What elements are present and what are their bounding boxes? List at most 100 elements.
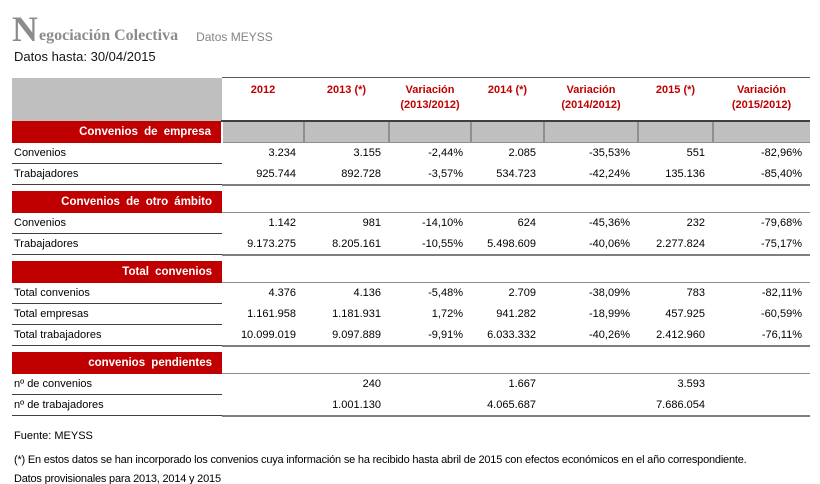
section-band-rest <box>222 260 810 283</box>
cell-value: 1.667 <box>508 378 536 391</box>
table-row: Trabajadores 9.173.275 8.205.161 -10,55%… <box>12 233 810 256</box>
cell-value: -82,11% <box>761 287 802 300</box>
cell-value <box>713 394 810 417</box>
cell-value: -14,10% <box>422 217 463 230</box>
table-row: Total empresas 1.161.958 1.181.931 1,72%… <box>12 303 810 325</box>
cell-value: 135.136 <box>638 163 713 186</box>
cell-value: 892.728 <box>304 163 389 186</box>
source-note: Fuente: MEYSS <box>14 429 93 442</box>
section-title: Convenios de empresa <box>12 120 222 143</box>
cell-value: -42,24% <box>544 163 638 186</box>
cell-value: 9.097.889 <box>304 324 389 347</box>
section-grey-cell <box>543 120 638 143</box>
column-label: Variación <box>566 84 616 96</box>
cell-value: -76,11% <box>713 324 810 347</box>
column-label: 2012 <box>250 84 276 96</box>
row-label: nº de convenios <box>12 373 222 395</box>
cell-value <box>544 374 638 395</box>
cell-value: 551 <box>686 147 705 160</box>
column-header-var-2015-2012: Variación (2015/2012) <box>713 77 810 122</box>
column-header-2012: 2012 <box>222 77 304 122</box>
section-grey-cell <box>637 120 713 143</box>
cell-value: 9.173.275 <box>222 233 304 256</box>
cell-value <box>544 394 638 417</box>
cell-value: -75,17% <box>713 233 810 256</box>
cell-value: -2,44% <box>428 147 463 160</box>
cell-value: -38,09% <box>589 287 630 300</box>
cell-value: -45,36% <box>589 217 630 230</box>
cell-value: 1.161.958 <box>247 308 296 320</box>
section-header-convenios-pendientes: convenios pendientes <box>12 351 810 374</box>
section-grey-cell <box>303 120 389 143</box>
footnote-asterisk: (*) En estos datos se han incorporado lo… <box>14 453 747 466</box>
cell-value: 534.723 <box>471 163 544 186</box>
column-label: Variación <box>737 84 786 96</box>
column-label: 2015 (*) <box>655 84 696 96</box>
column-header-2015: 2015 (*) <box>638 77 713 122</box>
section-grey-cell <box>388 120 471 143</box>
page: N egociación Colectiva Datos MEYSS Datos… <box>0 8 820 484</box>
cell-value: -60,59% <box>761 308 802 320</box>
cell-value <box>222 394 304 417</box>
section-grey-cell <box>712 120 810 143</box>
cell-value: 624 <box>517 217 536 230</box>
cell-value: -82,96% <box>761 147 802 160</box>
column-label: 2013 (*) <box>326 84 367 96</box>
cell-value <box>389 394 471 417</box>
column-header-var-2014-2012: Variación (2014/2012) <box>544 77 638 122</box>
table-header-row: 2012 2013 (*) Variación (2013/2012) 2014… <box>12 77 810 122</box>
cell-value: 1,72% <box>431 308 463 320</box>
cell-value: 925.744 <box>222 163 304 186</box>
section-grey-cell <box>470 120 544 143</box>
cell-value: 3.593 <box>677 378 705 391</box>
cell-value: -10,55% <box>389 233 471 256</box>
table-row: Total trabajadores 10.099.019 9.097.889 … <box>12 324 810 347</box>
date-note: Datos hasta: 30/04/2015 <box>14 49 156 64</box>
cell-value: 6.033.332 <box>471 324 544 347</box>
section-header-convenios-de-otro-ambito: Convenios de otro ámbito <box>12 190 810 213</box>
section-title: Total convenios <box>12 260 222 283</box>
cell-value: -35,53% <box>589 147 630 160</box>
table-row: Convenios 3.234 3.155 -2,44% 2.085 -35,5… <box>12 142 810 164</box>
cell-value: 981 <box>362 217 381 230</box>
section-title: convenios pendientes <box>12 351 222 374</box>
cell-value: -79,68% <box>761 217 802 230</box>
cell-value: 232 <box>686 217 705 230</box>
cell-value: -18,99% <box>589 308 630 320</box>
cell-value: 1.001.130 <box>304 394 389 417</box>
table-row: Trabajadores 925.744 892.728 -3,57% 534.… <box>12 163 810 186</box>
cell-value: 8.205.161 <box>304 233 389 256</box>
row-label: Trabajadores <box>12 233 222 255</box>
cell-value: 4.065.687 <box>471 394 544 417</box>
cell-value: 5.498.609 <box>471 233 544 256</box>
cell-value: -3,57% <box>389 163 471 186</box>
page-title: egociación Colectiva <box>39 27 179 44</box>
data-table: 2012 2013 (*) Variación (2013/2012) 2014… <box>12 77 810 417</box>
column-label: Variación <box>405 84 455 96</box>
cell-value: -9,91% <box>389 324 471 347</box>
row-label: Total trabajadores <box>12 324 222 346</box>
row-label: nº de trabajadores <box>12 394 222 416</box>
section-title: Convenios de otro ámbito <box>12 190 222 213</box>
cell-value: 7.686.054 <box>638 394 713 417</box>
column-sublabel: (2015/2012) <box>731 99 792 111</box>
cell-value: 240 <box>362 378 381 391</box>
cell-value: 2.412.960 <box>638 324 713 347</box>
row-label: Total empresas <box>12 303 222 325</box>
cell-value: 941.282 <box>496 308 536 320</box>
section-header-total-convenios: Total convenios <box>12 260 810 283</box>
cell-value: -85,40% <box>713 163 810 186</box>
cell-value <box>389 374 471 395</box>
cell-value <box>713 374 810 395</box>
cell-value: -40,26% <box>544 324 638 347</box>
cell-value: 2.709 <box>508 287 536 300</box>
row-label: Total convenios <box>12 282 222 304</box>
row-label: Convenios <box>12 212 222 234</box>
cell-value: 783 <box>686 287 705 300</box>
table-row: Convenios 1.142 981 -14,10% 624 -45,36% … <box>12 212 810 234</box>
column-label: 2014 (*) <box>487 84 528 96</box>
section-header-convenios-de-empresa: Convenios de empresa <box>12 120 810 143</box>
column-sublabel: (2013/2012) <box>400 99 460 111</box>
table-row: Total convenios 4.376 4.136 -5,48% 2.709… <box>12 282 810 304</box>
cell-value: 457.925 <box>665 308 705 320</box>
